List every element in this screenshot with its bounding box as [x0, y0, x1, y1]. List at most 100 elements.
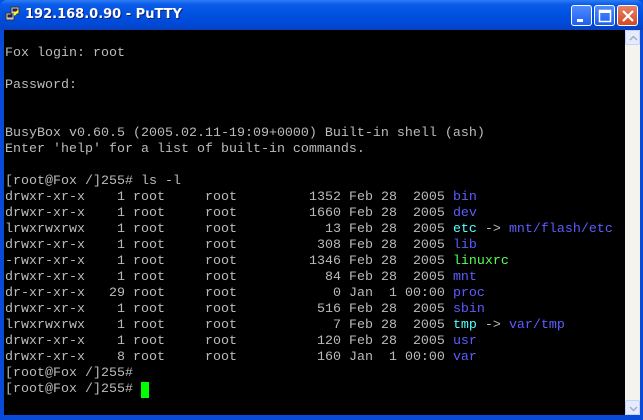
terminal-line: Password:	[5, 78, 77, 93]
undefined	[445, 206, 453, 221]
listing-row: -rwxr-xr-x 1 root root 1346 Feb 28 2005 …	[5, 254, 509, 270]
chevron-down-icon	[629, 406, 638, 412]
file-size: 7	[268, 318, 341, 333]
link-count: 1	[84, 238, 125, 253]
undefined	[341, 238, 349, 253]
link-count: 1	[84, 318, 125, 333]
undefined	[445, 318, 453, 333]
maximize-icon	[598, 9, 612, 23]
owner: root	[124, 318, 205, 333]
permissions: dr-xr-xr-x	[5, 286, 85, 301]
listing-row: drwxr-xr-x 1 root root 1352 Feb 28 2005 …	[5, 190, 477, 206]
group: root	[204, 286, 269, 301]
file-size: 1660	[268, 206, 341, 221]
listing-row: drwxr-xr-x 1 root root 1660 Feb 28 2005 …	[5, 206, 477, 222]
owner: root	[124, 190, 205, 205]
link-count: 1	[84, 206, 125, 221]
owner: root	[124, 286, 205, 301]
undefined	[341, 190, 349, 205]
group: root	[204, 302, 269, 317]
group: root	[204, 254, 269, 269]
prompt-line-active: [root@Fox /]255#	[5, 382, 149, 398]
modified-date: Feb 28 2005	[348, 270, 445, 285]
undefined	[445, 270, 453, 285]
cursor	[140, 382, 149, 398]
link-count: 8	[84, 350, 125, 365]
permissions: drwxr-xr-x	[5, 190, 85, 205]
link-count: 1	[84, 254, 125, 269]
terminal-line: Enter 'help' for a list of built-in comm…	[5, 142, 365, 157]
permissions: lrwxrwxrwx	[5, 318, 85, 333]
vertical-scrollbar[interactable]	[625, 30, 640, 415]
terminal-area[interactable]: Fox login: root Password: BusyBox v0.60.5 …	[4, 30, 625, 415]
link-count: 1	[84, 270, 125, 285]
listing-row: lrwxrwxrwx 1 root root 13 Feb 28 2005 et…	[5, 222, 613, 238]
undefined	[445, 254, 453, 269]
undefined	[341, 286, 349, 301]
permissions: drwxr-xr-x	[5, 270, 85, 285]
undefined	[341, 254, 349, 269]
terminal-line: Fox login: root	[5, 46, 125, 61]
file-name: dev	[452, 206, 477, 221]
file-size: 1352	[268, 190, 341, 205]
link-count: 1	[84, 334, 125, 349]
file-name: mnt	[452, 270, 477, 285]
owner: root	[124, 302, 205, 317]
close-button[interactable]	[617, 5, 638, 26]
listing-row: drwxr-xr-x 1 root root 84 Feb 28 2005 mn…	[5, 270, 477, 286]
modified-date: Feb 28 2005	[348, 334, 445, 349]
permissions: drwxr-xr-x	[5, 238, 85, 253]
file-name: sbin	[452, 302, 485, 317]
link-count: 1	[84, 190, 125, 205]
permissions: drwxr-xr-x	[5, 334, 85, 349]
close-icon	[622, 10, 634, 22]
listing-row: drwxr-xr-x 8 root root 160 Jan 1 00:00 v…	[5, 350, 477, 366]
putty-icon	[5, 6, 20, 21]
group: root	[204, 222, 269, 237]
group: root	[204, 206, 269, 221]
link-arrow: ->	[476, 222, 509, 237]
file-name: usr	[452, 334, 477, 349]
modified-date: Feb 28 2005	[348, 222, 445, 237]
window-title: 192.168.0.90 - PuTTY	[25, 7, 182, 22]
permissions: lrwxrwxrwx	[5, 222, 85, 237]
modified-date: Feb 28 2005	[348, 190, 445, 205]
link-arrow: ->	[476, 318, 509, 333]
file-name: proc	[452, 286, 485, 301]
owner: root	[124, 334, 205, 349]
file-name: tmp	[452, 318, 477, 333]
undefined	[341, 206, 349, 221]
undefined	[445, 350, 453, 365]
file-size: 120	[268, 334, 341, 349]
file-name: bin	[452, 190, 477, 205]
file-size: 308	[268, 238, 341, 253]
listing-row: drwxr-xr-x 1 root root 516 Feb 28 2005 s…	[5, 302, 485, 318]
file-name: linuxrc	[452, 254, 509, 269]
undefined	[445, 286, 453, 301]
terminal-line: [root@Fox /]255# ls -l	[5, 174, 181, 189]
group: root	[204, 238, 269, 253]
owner: root	[124, 270, 205, 285]
maximize-button[interactable]	[594, 5, 615, 26]
listing-row: dr-xr-xr-x 29 root root 0 Jan 1 00:00 pr…	[5, 286, 485, 302]
link-count: 29	[84, 286, 125, 301]
permissions: drwxr-xr-x	[5, 350, 85, 365]
title-bar[interactable]: 192.168.0.90 - PuTTY	[0, 0, 643, 30]
chevron-up-icon	[629, 35, 638, 41]
scroll-up-button[interactable]	[625, 30, 640, 45]
link-count: 1	[84, 222, 125, 237]
modified-date: Feb 28 2005	[348, 206, 445, 221]
modified-date: Jan 1 00:00	[348, 286, 445, 301]
modified-date: Jan 1 00:00	[348, 350, 445, 365]
undefined	[445, 222, 453, 237]
scroll-down-button[interactable]	[625, 400, 640, 415]
owner: root	[124, 350, 205, 365]
file-size: 516	[268, 302, 341, 317]
undefined	[445, 190, 453, 205]
modified-date: Feb 28 2005	[348, 302, 445, 317]
minimize-button[interactable]	[571, 5, 592, 26]
listing-row: lrwxrwxrwx 1 root root 7 Feb 28 2005 tmp…	[5, 318, 565, 334]
link-count: 1	[84, 302, 125, 317]
link-target: mnt/flash/etc	[508, 222, 613, 237]
